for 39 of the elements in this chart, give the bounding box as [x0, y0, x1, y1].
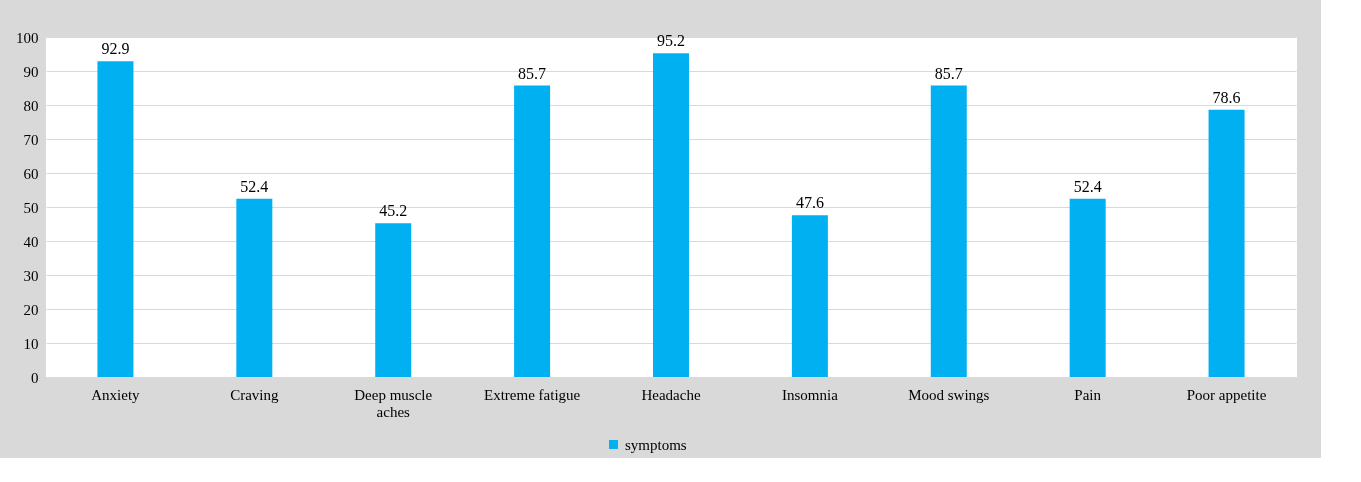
- bar: [1069, 198, 1106, 377]
- x-tick-label: Anxiety: [91, 386, 141, 403]
- data-label: 78.6: [1212, 88, 1241, 106]
- x-tick-label: Mood swings: [908, 386, 990, 403]
- x-tick-label: Insomnia: [781, 386, 839, 403]
- data-label: 47.6: [795, 194, 824, 212]
- y-tick-label: 90: [23, 63, 39, 80]
- bar: [97, 61, 134, 377]
- bar: [514, 85, 551, 377]
- y-tick-label: 80: [23, 97, 39, 114]
- bar: [1208, 109, 1245, 377]
- bar: [653, 53, 689, 377]
- x-tick-label: Craving: [230, 386, 279, 403]
- data-label: 52.4: [240, 177, 269, 195]
- data-label: 85.7: [518, 64, 547, 82]
- y-tick-label: 50: [23, 199, 39, 216]
- x-tick-label: Headache: [641, 386, 701, 403]
- y-tick-label: 60: [23, 165, 39, 182]
- y-tick-label: 20: [23, 301, 39, 318]
- data-label: 92.9: [101, 40, 130, 58]
- y-tick-label: 40: [23, 233, 39, 250]
- bar: [930, 85, 967, 377]
- bar: [791, 215, 828, 377]
- y-tick-label: 70: [23, 131, 39, 148]
- data-label: 85.7: [934, 64, 963, 82]
- legend-label: symptoms: [625, 436, 687, 453]
- y-tick-label: 30: [23, 267, 39, 284]
- x-tick-label: Pain: [1074, 386, 1102, 403]
- bar: [375, 223, 412, 377]
- y-tick-label: 0: [31, 369, 39, 386]
- bar: [236, 198, 273, 377]
- x-tick-label: Poor appetite: [1186, 386, 1267, 403]
- x-tick-label: Extreme fatigue: [484, 386, 581, 403]
- data-label: 45.2: [379, 202, 408, 220]
- data-label: 52.4: [1073, 177, 1102, 195]
- x-tick-label: Deep muscle aches: [354, 386, 433, 420]
- data-label: 95.2: [657, 32, 685, 50]
- y-tick-label: 100: [16, 29, 39, 46]
- y-tick-label: 10: [23, 335, 39, 352]
